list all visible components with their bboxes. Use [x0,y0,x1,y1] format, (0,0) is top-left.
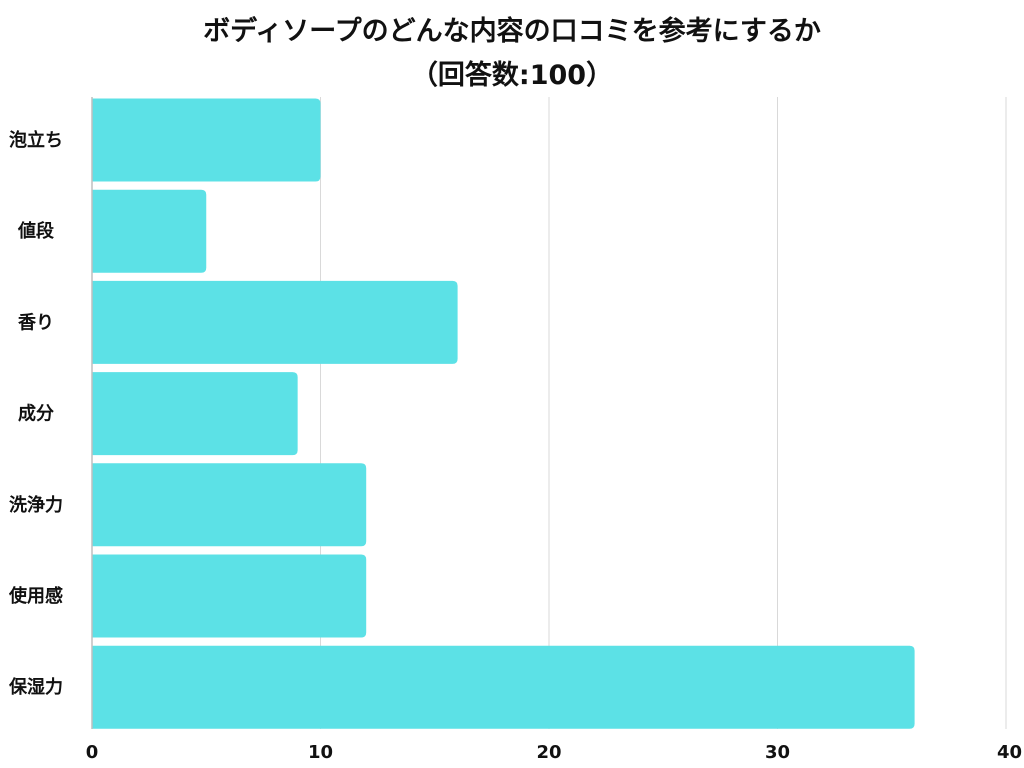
category-label-3: 香り [17,312,54,333]
category-label-1: 泡立ち [9,129,63,151]
chart-title: ボディソープのどんな内容の口コミを参考にするか （回答数:100） [0,10,1024,98]
x-tick-label-30: 30 [765,742,790,763]
x-tick-label-10: 10 [308,742,333,763]
bar-4 [92,372,298,456]
x-tick-label-20: 20 [536,742,561,763]
bar-5 [92,463,367,547]
bar-7 [92,645,915,729]
category-label-7: 保湿力 [8,676,63,698]
x-tick-label-40: 40 [997,742,1022,763]
grid-layer [320,97,1007,729]
category-label-5: 洗浄力 [9,494,63,516]
bar-1 [92,98,321,182]
bar-6 [92,554,367,638]
chart-title-main: ボディソープのどんな内容の口コミを参考にするか [203,16,821,47]
bar-layer [92,98,915,729]
bar-3 [92,280,458,364]
category-label-4: 成分 [18,403,54,425]
bar-2 [92,189,207,273]
category-label-6: 使用感 [8,585,63,607]
category-label-2: 値段 [17,220,55,242]
x-tick-label-0: 0 [86,742,99,763]
chart-subtitle: （回答数:100） [410,60,614,91]
